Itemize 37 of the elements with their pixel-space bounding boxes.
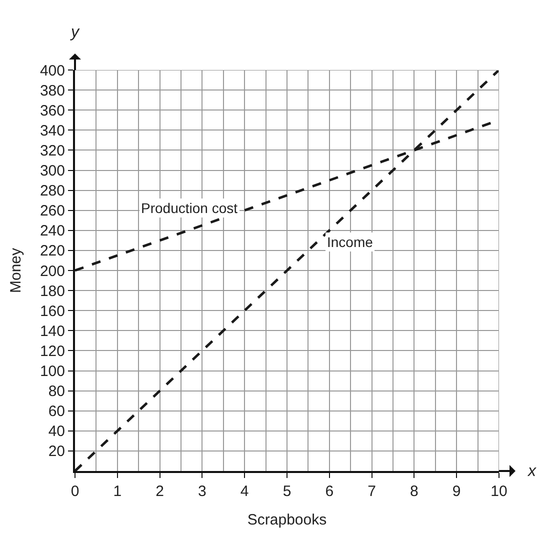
x-tick-label: 6 xyxy=(325,483,334,500)
x-tick-label: 5 xyxy=(282,483,292,500)
x-tick-label: 7 xyxy=(368,483,376,500)
y-tick-label: 240 xyxy=(40,222,65,240)
y-tick-label: 120 xyxy=(40,342,65,360)
y-tick-label: 160 xyxy=(40,302,65,320)
y-tick-label: 260 xyxy=(40,202,65,220)
y-tick-label: 320 xyxy=(40,142,65,160)
y-tick-label: 20 xyxy=(48,443,65,460)
y-tick-label: 280 xyxy=(40,182,65,200)
y-tick-label: 200 xyxy=(40,262,65,280)
y-tick-label: 100 xyxy=(40,363,65,380)
y-tick-label: 180 xyxy=(40,282,65,300)
x-tick-label: 8 xyxy=(410,483,418,500)
series-label: Income xyxy=(327,234,374,250)
series-label: Production cost xyxy=(141,200,238,216)
y-tick-label: 220 xyxy=(40,242,65,260)
x-tick-label: 3 xyxy=(198,483,206,500)
y-tick-label: 400 xyxy=(40,62,65,80)
text: x xyxy=(527,463,537,480)
y-tick-label: 80 xyxy=(48,383,65,400)
y-tick-label: 300 xyxy=(40,162,65,180)
text: y xyxy=(70,24,80,41)
y-tick-label: 40 xyxy=(48,423,65,440)
x-tick-label: 9 xyxy=(452,483,461,500)
y-axis-title: Money xyxy=(8,247,25,294)
y-tick-label: 140 xyxy=(40,322,65,340)
x-tick-label: 2 xyxy=(156,483,164,500)
y-tick-label: 380 xyxy=(40,82,65,100)
y-tick-label: 360 xyxy=(40,102,65,120)
x-tick-label: 4 xyxy=(240,483,249,500)
x-tick-label: 0 xyxy=(70,483,80,500)
y-tick-label: 60 xyxy=(48,403,65,420)
y-tick-label: 340 xyxy=(40,122,65,140)
x-tick-label: 10 xyxy=(490,483,508,500)
x-tick-label: 1 xyxy=(113,483,122,500)
x-axis-title: Scrapbooks xyxy=(247,512,327,528)
